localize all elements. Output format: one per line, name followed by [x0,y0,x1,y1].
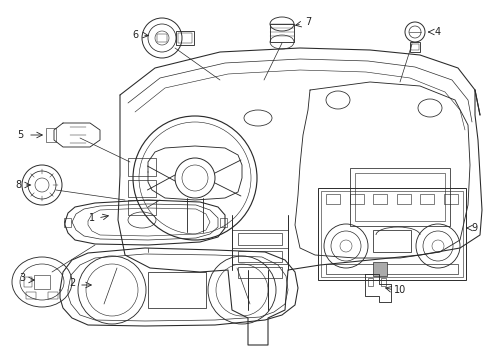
Text: 2: 2 [69,278,75,288]
Text: 9: 9 [470,223,476,233]
Bar [410,44,418,50]
Text: 10: 10 [393,285,406,295]
Bar [396,194,410,204]
Bar [46,128,56,142]
Bar [372,194,386,204]
Bar [420,194,433,204]
Text: 5: 5 [17,130,23,140]
Text: 7: 7 [304,17,310,27]
Bar [320,191,462,277]
Bar [26,292,36,299]
Bar [380,278,385,286]
Bar [443,194,457,204]
Bar [178,33,192,43]
Bar [64,218,71,227]
Bar [349,194,363,204]
Bar [34,275,50,289]
Bar [325,264,457,274]
Text: 3: 3 [19,273,25,283]
Bar [128,180,156,197]
Bar [238,267,282,278]
Bar [238,251,282,262]
Bar [157,34,167,42]
Bar [148,272,205,308]
Bar [367,278,372,286]
Bar [372,262,386,276]
Bar [269,24,293,42]
Bar [409,42,419,52]
Bar [325,194,339,204]
Bar [238,233,282,245]
Text: 6: 6 [132,30,138,40]
Bar [48,292,58,299]
Bar [317,188,465,280]
Bar [349,168,449,226]
Bar [128,158,156,176]
Bar [354,173,444,221]
Bar [220,218,226,227]
Bar [372,230,410,252]
Bar [128,200,156,215]
Bar [176,31,194,45]
Text: 1: 1 [89,213,95,223]
Bar [24,277,32,287]
Text: 8: 8 [15,180,21,190]
Text: 4: 4 [434,27,440,37]
